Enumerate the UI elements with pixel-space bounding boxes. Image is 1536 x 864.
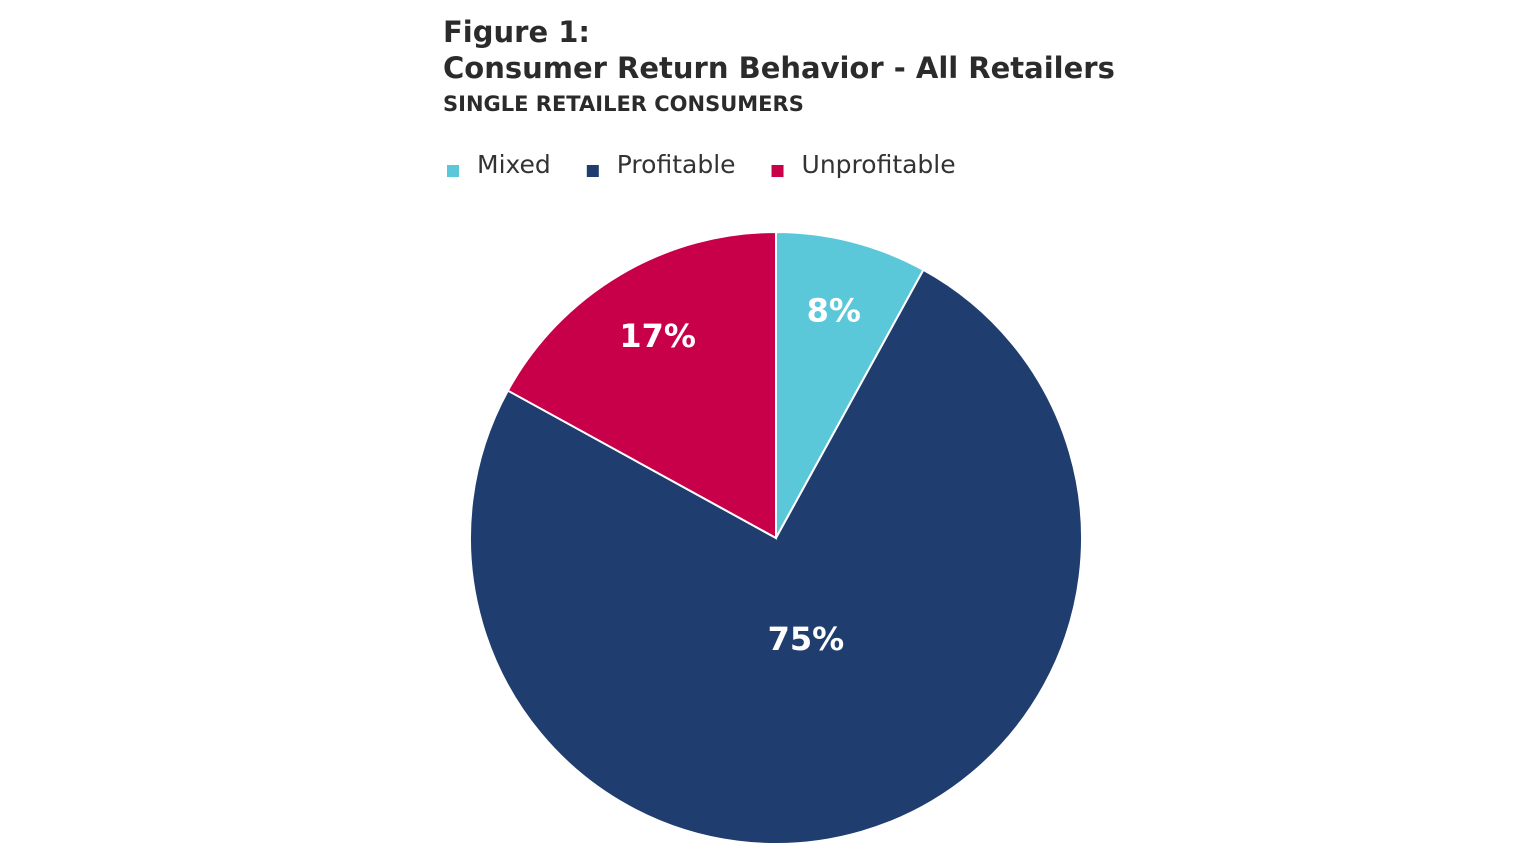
legend-label: Profitable [617,150,736,179]
legend-label: Unprofitable [802,150,956,179]
value-label: 8% [807,292,861,330]
value-label: 17% [619,317,696,355]
legend-swatch [771,165,784,177]
legend-swatch [586,165,599,177]
chart-subtitle: SINGLE RETAILER CONSUMERS [443,92,804,116]
legend-swatch [447,165,459,177]
pie-slice [506,230,777,540]
legend-label: Mixed [477,150,551,179]
chart-title: Figure 1: [443,15,590,49]
pie-slice [775,230,925,539]
value-label: 75% [768,620,845,658]
chart-title: Consumer Return Behavior - All Retailers [443,51,1115,85]
pie-slice [469,268,1083,845]
